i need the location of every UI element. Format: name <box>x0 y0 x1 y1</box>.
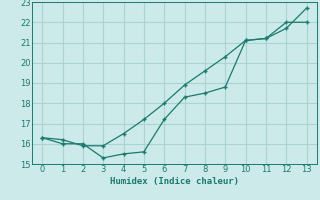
X-axis label: Humidex (Indice chaleur): Humidex (Indice chaleur) <box>110 177 239 186</box>
